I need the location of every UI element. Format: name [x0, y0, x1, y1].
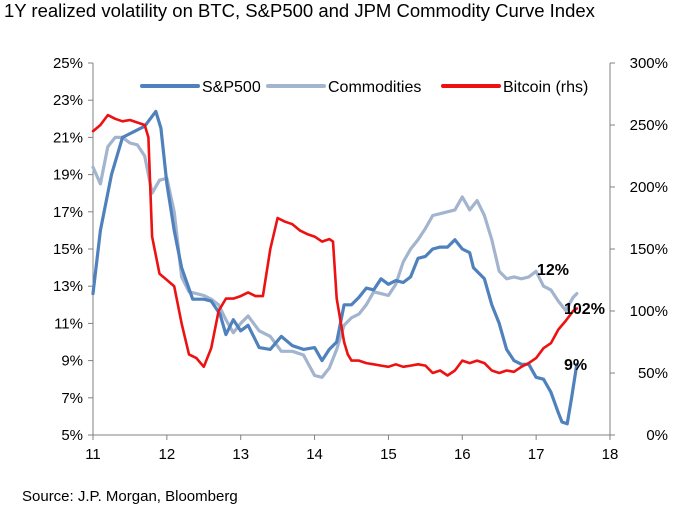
- legend-label: Bitcoin (rhs): [503, 79, 588, 96]
- y-left-tick-label: 25%: [53, 55, 83, 72]
- y-left-tick-label: 15%: [53, 241, 83, 258]
- y-left-tick-label: 13%: [53, 278, 83, 295]
- y-left-tick-label: 11%: [54, 315, 83, 332]
- series-line-commodities: [91, 135, 579, 379]
- chart-title: 1Y realized volatility on BTC, S&P500 an…: [4, 0, 595, 21]
- series-line-s-p500: [91, 109, 579, 426]
- end-label: 12%: [537, 262, 569, 279]
- y-left-tick-label: 5%: [61, 427, 83, 444]
- x-tick-label: 17: [528, 446, 545, 463]
- y-right-tick-label: 200%: [630, 179, 668, 196]
- y-right-tick-label: 250%: [630, 117, 668, 134]
- y-right-tick-label: 100%: [630, 303, 668, 320]
- chart-end-labels: 9% 12% 102%: [537, 262, 605, 374]
- x-tick-label: 14: [306, 446, 323, 463]
- y-right-tick-label: 0%: [646, 427, 668, 444]
- x-tick-label: 15: [380, 446, 397, 463]
- y-left-tick-label: 21%: [53, 129, 83, 146]
- legend-label: S&P500: [202, 79, 261, 96]
- x-tick-label: 18: [602, 446, 619, 463]
- y-left-tick-label: 17%: [53, 204, 83, 221]
- y-right-tick-label: 300%: [630, 55, 668, 72]
- legend-label: Commodities: [328, 79, 421, 96]
- y-left-tick-label: 9%: [61, 353, 83, 370]
- series-line-bitcoin-rhs: [91, 113, 579, 377]
- y-right-tick-label: 150%: [630, 241, 668, 258]
- x-tick-label: 12: [159, 446, 176, 463]
- y-left-tick-label: 23%: [53, 92, 83, 109]
- chart-axes: 25% 23% 21% 19% 17% 15% 13% 11% 9% 7% 5% 300% 250% 20…: [53, 55, 668, 463]
- x-tick-label: 13: [232, 446, 249, 463]
- chart-legend: S&P500 Commodities Bitcoin (rhs): [140, 79, 588, 96]
- x-tick-label: 16: [454, 446, 471, 463]
- y-left-tick-label: 19%: [53, 167, 83, 184]
- source-note: Source: J.P. Morgan, Bloomberg: [22, 488, 238, 505]
- x-tick-label: 11: [85, 446, 101, 463]
- y-right-tick-label: 50%: [638, 365, 668, 382]
- end-label: 9%: [564, 357, 587, 374]
- chart-lines: [91, 109, 579, 426]
- y-left-tick-label: 7%: [61, 390, 83, 407]
- end-label: 102%: [564, 301, 605, 318]
